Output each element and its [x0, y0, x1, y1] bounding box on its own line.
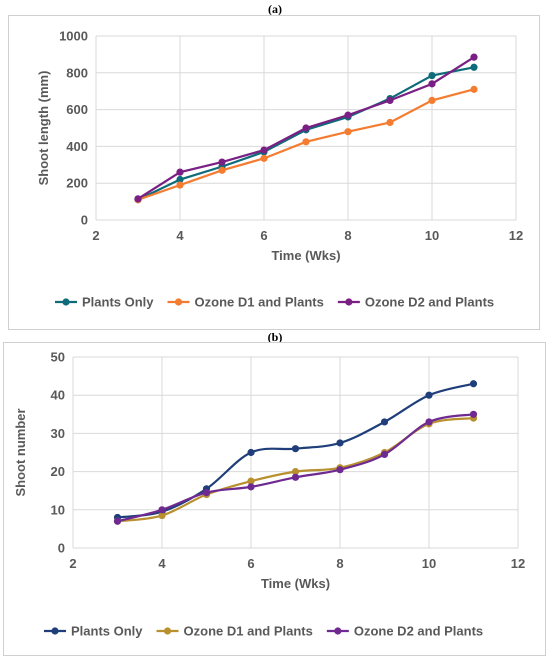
chart-a-legend-entry: Ozone D1 and Plants [195, 295, 324, 310]
chart-a-legend-entry: Ozone D2 and Plants [365, 295, 494, 310]
chart-a-data-point [428, 71, 436, 80]
chart-a-data-point [260, 146, 268, 154]
chart-a-data-point [470, 85, 478, 93]
chart-a-legend-entry: Plants Only [82, 295, 154, 310]
chart-b-data-point [158, 511, 166, 520]
chart-b-legend-entry: Ozone D1 and Plants [184, 624, 313, 639]
chart-b-data-point [291, 445, 300, 453]
chart-b-legend-entry: Plants Only [71, 624, 143, 639]
chart-b-xtick-label: 8 [336, 556, 343, 571]
chart-a-data-point [176, 175, 184, 184]
chart-a-xtick-label: 10 [425, 228, 439, 243]
chart-a-ytick-label: 400 [66, 139, 88, 154]
chart-a-data-point [428, 96, 436, 104]
chart-a-data-point [176, 181, 184, 189]
chart-a-xtick-label: 4 [176, 228, 184, 243]
chart-b-legend-marker [334, 627, 342, 635]
chart-b-legend-marker [51, 627, 59, 635]
chart-a-ytick-label: 600 [66, 102, 88, 117]
chart-b-xtick-label: 6 [247, 556, 254, 571]
chart-a-data-point [386, 96, 394, 104]
chart-a-ytick-label: 0 [81, 213, 88, 228]
chart-b-xtick-label: 4 [158, 556, 166, 571]
chart-b-legend-entry: Ozone D2 and Plants [354, 624, 483, 639]
chart-b-legend-marker [163, 627, 172, 635]
chart-b-ytick-label: 20 [51, 464, 65, 479]
chart-b-ytick-label: 0 [58, 541, 65, 556]
chart-a-ytick-label: 800 [66, 65, 88, 80]
chart-b-ytick-label: 10 [51, 502, 65, 517]
chart-a-data-point [302, 138, 310, 146]
chart-a-legend-marker [345, 298, 353, 306]
chart-b-data-point [380, 418, 389, 426]
chart-a-data-point [260, 154, 268, 162]
chart-b-data-point [202, 489, 211, 497]
panel-label-b: (b) [267, 330, 283, 344]
chart-b-x-axis-label: Time (Wks) [261, 576, 330, 591]
chart-a-ytick-label: 200 [66, 176, 88, 191]
chart-b-data-point [336, 439, 344, 447]
chart-a-data-point [344, 111, 352, 119]
chart-a-frame: 0 200 400 600 800 1000 2 4 6 8 10 12 Time (Wks) Shoot… [8, 15, 540, 330]
shoot-length-chart: 0 200 400 600 800 1000 2 4 6 8 10 12 Time (Wks) Shoot… [36, 29, 523, 310]
chart-b-data-point [158, 506, 166, 514]
chart-b-data-point [469, 410, 478, 418]
shoot-number-chart: 0 10 20 30 40 50 2 4 6 8 10 12 Time (Wks) Shoot numbe… [13, 350, 525, 639]
chart-a-y-axis-label: Shoot length (mm) [36, 71, 51, 186]
chart-a-xtick-label: 6 [260, 228, 267, 243]
chart-b-data-point [247, 448, 255, 457]
chart-b-ytick-label: 40 [51, 388, 65, 403]
chart-b-data-point [291, 468, 300, 476]
chart-b-y-axis-label: Shoot number [13, 408, 28, 496]
chart-b-data-point [380, 450, 389, 459]
chart-a-data-point [428, 80, 436, 88]
chart-b-ytick-label: 50 [51, 350, 65, 365]
chart-a-data-point [134, 195, 142, 203]
chart-a-xtick-label: 8 [344, 228, 351, 243]
chart-b-data-point [291, 473, 300, 481]
chart-a-x-axis-label: Time (Wks) [271, 248, 340, 263]
chart-a-data-point [176, 168, 184, 176]
chart-b-data-point [247, 483, 255, 491]
chart-b-ytick-label: 30 [51, 426, 65, 441]
chart-b-data-point [425, 418, 433, 426]
chart-b-xtick-label: 12 [511, 556, 525, 571]
chart-a-xtick-label: 12 [509, 228, 523, 243]
panel-label-a: (a) [268, 2, 282, 16]
chart-a-legend-marker [174, 298, 183, 306]
chart-b-data-point [247, 477, 255, 485]
chart-b-xtick-label: 2 [69, 556, 76, 571]
chart-b-data-point [425, 391, 433, 399]
chart-a-data-point [302, 124, 310, 132]
chart-b-data-point [469, 380, 478, 388]
chart-a-legend-marker [62, 298, 70, 306]
chart-b-frame: 0 10 20 30 40 50 2 4 6 8 10 12 Time (Wks) Shoot numbe… [3, 342, 546, 656]
chart-a-data-point [386, 118, 394, 127]
chart-b-data-point [113, 517, 122, 525]
chart-a-data-point [470, 53, 478, 61]
chart-a-data-point [218, 166, 226, 174]
chart-b-data-point [336, 466, 344, 474]
chart-a-data-point [470, 63, 478, 71]
chart-a-data-point [218, 158, 226, 166]
chart-b-series-line-2 [117, 413, 474, 523]
chart-a-data-point [344, 128, 352, 136]
chart-a-ytick-label: 1000 [59, 29, 88, 44]
chart-a-xtick-label: 2 [92, 228, 99, 243]
chart-b-xtick-label: 10 [422, 556, 436, 571]
